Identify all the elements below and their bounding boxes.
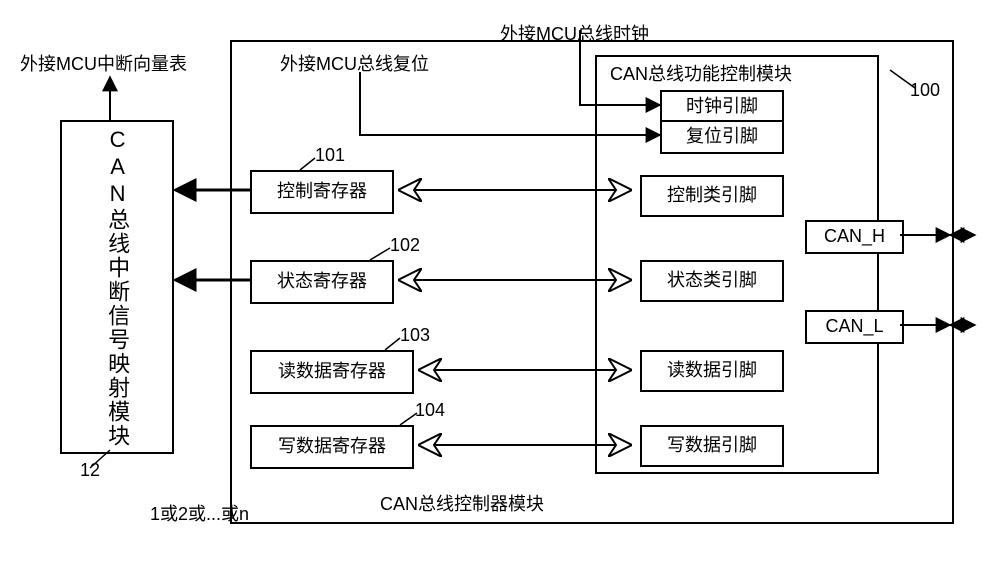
control-register-label: 控制寄存器 bbox=[277, 181, 367, 203]
control-register-box: 控制寄存器 bbox=[250, 170, 394, 214]
can-l-box: CAN_L bbox=[805, 310, 904, 344]
function-module-title: CAN总线功能控制模块 bbox=[610, 60, 792, 86]
can-l-label: CAN_L bbox=[825, 316, 883, 338]
reset-pin-box: 复位引脚 bbox=[660, 120, 784, 154]
bus-reset-label: 外接MCU总线复位 bbox=[280, 50, 429, 76]
ref-101: 101 bbox=[315, 145, 345, 166]
write-data-register-label: 写数据寄存器 bbox=[278, 436, 386, 458]
ref-102: 102 bbox=[390, 235, 420, 256]
ref-12: 12 bbox=[80, 460, 100, 481]
status-pin-label: 状态类引脚 bbox=[667, 270, 757, 292]
status-register-box: 状态寄存器 bbox=[250, 260, 394, 304]
read-data-register-label: 读数据寄存器 bbox=[278, 361, 386, 383]
write-data-pin-label: 写数据引脚 bbox=[667, 435, 757, 457]
clock-pin-label: 时钟引脚 bbox=[686, 96, 758, 118]
ref-104: 104 bbox=[415, 400, 445, 421]
clock-pin-box: 时钟引脚 bbox=[660, 90, 784, 124]
status-register-label: 状态寄存器 bbox=[277, 271, 367, 293]
reset-pin-label: 复位引脚 bbox=[686, 126, 758, 148]
control-pin-label: 控制类引脚 bbox=[667, 185, 757, 207]
ref-100: 100 bbox=[910, 80, 940, 101]
read-data-pin-label: 读数据引脚 bbox=[667, 360, 757, 382]
controller-module-label: CAN总线控制器模块 bbox=[380, 490, 544, 516]
interrupt-vector-table-label: 外接MCU中断向量表 bbox=[20, 50, 187, 76]
ref-103: 103 bbox=[400, 325, 430, 346]
read-data-register-box: 读数据寄存器 bbox=[250, 350, 414, 394]
write-data-pin-box: 写数据引脚 bbox=[640, 425, 784, 467]
write-data-register-box: 写数据寄存器 bbox=[250, 425, 414, 469]
read-data-pin-box: 读数据引脚 bbox=[640, 350, 784, 392]
status-pin-box: 状态类引脚 bbox=[640, 260, 784, 302]
mapping-module-label: CAN总线中断信号映射模块 bbox=[105, 127, 129, 448]
diagram-root: CAN总线控制器模块 CAN总线功能控制模块 CAN总线中断信号映射模块 控制寄… bbox=[20, 20, 980, 541]
count-note: 1或2或...或n bbox=[150, 500, 249, 526]
control-pin-box: 控制类引脚 bbox=[640, 175, 784, 217]
mapping-module-box: CAN总线中断信号映射模块 bbox=[60, 120, 174, 454]
can-h-box: CAN_H bbox=[805, 220, 904, 254]
bus-clock-label: 外接MCU总线时钟 bbox=[500, 20, 649, 46]
can-h-label: CAN_H bbox=[824, 226, 885, 248]
